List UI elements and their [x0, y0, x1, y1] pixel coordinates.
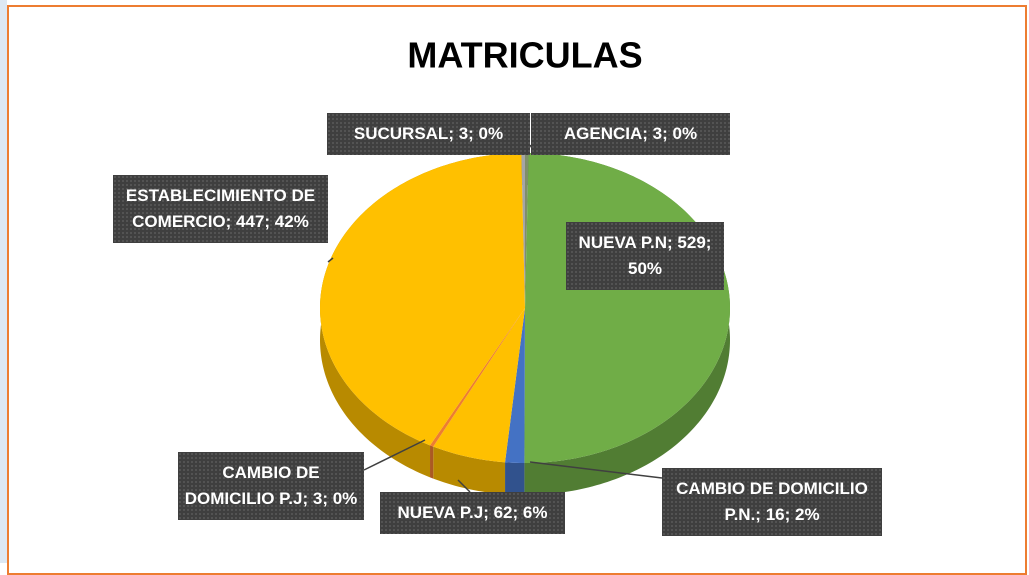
slice: [505, 308, 525, 463]
slice: [430, 308, 525, 447]
data-label: NUEVA P.N; 529; 50%: [566, 222, 724, 290]
chart-title: MATRICULAS: [407, 35, 642, 76]
data-label: AGENCIA; 3; 0%: [531, 113, 730, 155]
leader-line: [457, 479, 471, 493]
data-label: NUEVA P.J; 62; 6%: [380, 492, 565, 534]
data-label: SUCURSAL; 3; 0%: [327, 113, 530, 155]
slice-side: [505, 462, 525, 495]
data-label: CAMBIO DE DOMICILIO P.N.; 16; 2%: [662, 468, 882, 536]
slice-side: [430, 445, 434, 479]
slice: [521, 153, 525, 308]
data-label: CAMBIO DE DOMICILIO P.J; 3; 0%: [178, 452, 364, 520]
slice-side: [433, 446, 506, 495]
leader-line: [529, 461, 663, 479]
leader-line: [363, 439, 426, 471]
side-strip: [0, 0, 7, 563]
leader-line: [327, 257, 334, 263]
slice: [525, 153, 529, 308]
data-label: ESTABLECIMIENTO DE COMERCIO; 447; 42%: [113, 175, 328, 243]
slice: [320, 153, 525, 446]
slice: [433, 308, 525, 463]
